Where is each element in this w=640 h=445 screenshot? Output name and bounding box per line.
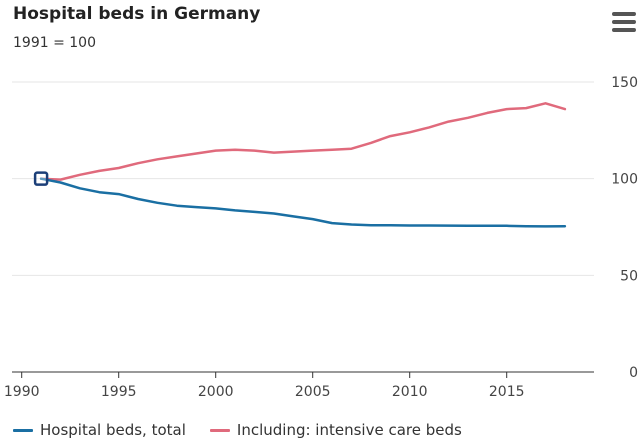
hamburger-menu-icon[interactable] — [612, 12, 636, 34]
x-tick-label-1990: 1990 — [4, 384, 40, 400]
legend-swatch-total — [13, 428, 33, 432]
legend: Hospital beds, total Including: intensiv… — [13, 421, 462, 439]
y-axis-ticks: 0 50 100 150 — [611, 75, 638, 381]
x-axis: 1990 1995 2000 2005 2010 2015 — [4, 371, 594, 400]
x-tick-label-2005: 2005 — [295, 384, 331, 400]
chart-title: Hospital beds in Germany — [13, 4, 261, 24]
legend-swatch-intensive — [209, 428, 230, 432]
x-tick-label-1995: 1995 — [101, 384, 137, 400]
series-lines — [39, 102, 567, 228]
series-line-hospital-beds-total — [39, 177, 567, 228]
x-tick-label-2000: 2000 — [198, 384, 234, 400]
y-tick-label-50: 50 — [620, 268, 638, 284]
legend-label-total: Hospital beds, total — [40, 421, 186, 439]
highlighted-point-marker — [33, 171, 49, 186]
series-line-intensive-care-beds — [39, 102, 567, 181]
series-markers — [33, 171, 49, 186]
legend-item-intensive[interactable]: Including: intensive care beds — [209, 421, 462, 439]
chart-subtitle: 1991 = 100 — [13, 35, 96, 51]
y-tick-label-0: 0 — [629, 365, 638, 381]
legend-item-total[interactable]: Hospital beds, total — [13, 421, 186, 439]
x-tick-label-2010: 2010 — [392, 384, 428, 400]
x-tick-label-2015: 2015 — [489, 384, 525, 400]
grid-lines — [12, 81, 594, 276]
y-tick-label-150: 150 — [611, 75, 638, 91]
legend-label-intensive: Including: intensive care beds — [236, 421, 462, 439]
y-tick-label-100: 100 — [611, 172, 638, 188]
